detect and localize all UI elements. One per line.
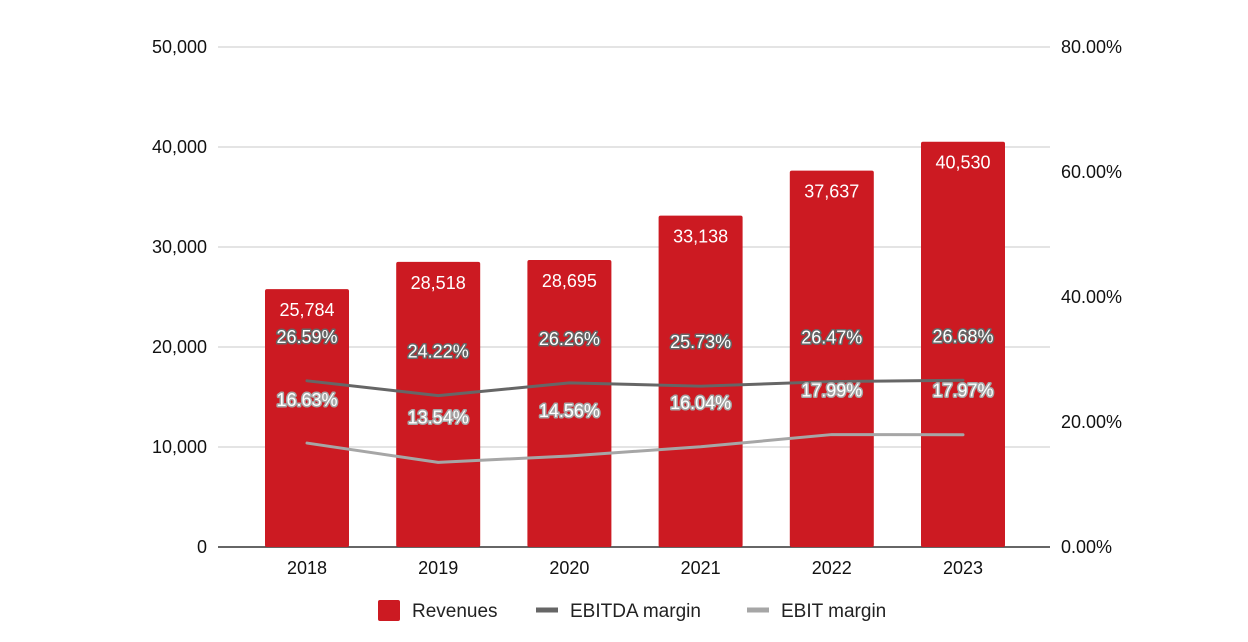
- ebitda-margin-label: 26.47%: [801, 328, 862, 348]
- right-y-axis: 0.00% 20.00% 40.00% 60.00% 80.00%: [1061, 37, 1122, 557]
- ebitda-margin-label: 25.73%: [670, 332, 731, 352]
- ebitda-margin-label: 26.26%: [539, 329, 600, 349]
- revenue-bar: [527, 260, 612, 547]
- margin-lines: [305, 378, 965, 464]
- legend-revenues: Revenues: [378, 600, 498, 622]
- ebitda-margin-label: 24.22%: [408, 342, 469, 362]
- revenue-bars: [265, 141, 1005, 547]
- left-tick-label: 0: [197, 537, 207, 557]
- ebitda-margin-label: 26.59%: [276, 327, 337, 347]
- ebit-margin-label: 16.04%: [670, 393, 731, 413]
- ebit-margin-label: 14.56%: [539, 401, 600, 421]
- left-tick-label: 50,000: [152, 37, 207, 57]
- ebit-margin-line: [305, 433, 965, 464]
- legend-ebitda-margin: EBITDA margin: [536, 601, 701, 622]
- right-tick-label: 40.00%: [1061, 287, 1122, 307]
- right-tick-label: 60.00%: [1061, 162, 1122, 182]
- legend-ebit-margin: EBIT margin: [747, 601, 886, 622]
- x-tick-label: 2023: [943, 558, 983, 578]
- right-tick-label: 80.00%: [1061, 37, 1122, 57]
- x-tick-label: 2019: [418, 558, 458, 578]
- revenue-value-label: 40,530: [935, 153, 990, 173]
- gridlines: [218, 46, 1050, 548]
- left-tick-label: 30,000: [152, 237, 207, 257]
- legend-label: EBIT margin: [781, 601, 886, 622]
- ebitda-margin-line: [305, 378, 965, 398]
- right-tick-label: 20.00%: [1061, 412, 1122, 432]
- legend-label: Revenues: [412, 601, 498, 622]
- ebit-margin-label: 16.63%: [276, 390, 337, 410]
- right-tick-label: 0.00%: [1061, 537, 1112, 557]
- x-axis: 2018 2019 2020 2021 2022 2023: [287, 558, 983, 578]
- revenue-value-label: 33,138: [673, 227, 728, 247]
- x-tick-label: 2020: [549, 558, 589, 578]
- x-tick-label: 2018: [287, 558, 327, 578]
- left-tick-label: 40,000: [152, 137, 207, 157]
- x-tick-label: 2022: [812, 558, 852, 578]
- ebit-margin-label: 17.97%: [932, 381, 993, 401]
- revenue-value-label: 37,637: [804, 182, 859, 202]
- revenue-bar: [921, 141, 1005, 547]
- data-labels: 25,784 28,518 28,695 33,138 37,637 40,530 26.5…: [275, 153, 995, 429]
- ebitda-margin-label: 26.68%: [932, 326, 993, 346]
- left-tick-label: 10,000: [152, 437, 207, 457]
- left-y-axis: 0 10,000 20,000 30,000 40,000 50,000: [152, 37, 207, 557]
- revenue-value-label: 25,784: [279, 300, 334, 320]
- x-tick-label: 2021: [681, 558, 721, 578]
- revenue-bar: [396, 261, 481, 547]
- ebit-margin-label: 17.99%: [801, 381, 862, 401]
- legend-label: EBITDA margin: [570, 601, 701, 622]
- left-tick-label: 20,000: [152, 337, 207, 357]
- legend-swatch: [378, 600, 400, 621]
- revenue-bar: [658, 215, 743, 547]
- revenue-bar: [789, 170, 874, 547]
- ebit-margin-label: 13.54%: [408, 407, 469, 427]
- revenue-bar: [265, 289, 349, 547]
- legend: Revenues EBITDA margin EBIT margin: [378, 600, 886, 622]
- revenue-value-label: 28,695: [542, 271, 597, 291]
- revenue-value-label: 28,518: [411, 273, 466, 293]
